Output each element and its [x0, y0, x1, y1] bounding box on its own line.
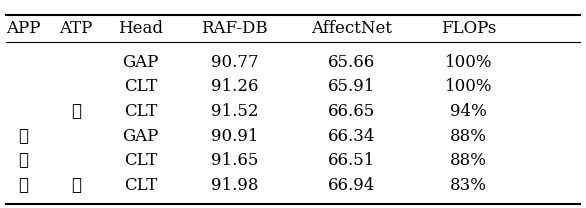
- Text: 94%: 94%: [451, 103, 487, 120]
- Text: ✓: ✓: [18, 128, 29, 145]
- Text: RAF-DB: RAF-DB: [201, 20, 268, 37]
- Text: CLT: CLT: [124, 78, 157, 95]
- Text: 100%: 100%: [445, 54, 493, 71]
- Text: 91.98: 91.98: [210, 177, 258, 194]
- Text: ✓: ✓: [18, 177, 29, 194]
- Text: 100%: 100%: [445, 78, 493, 95]
- Text: 66.65: 66.65: [328, 103, 375, 120]
- Text: ✓: ✓: [71, 103, 81, 120]
- Text: Head: Head: [118, 20, 163, 37]
- Text: 88%: 88%: [451, 152, 487, 169]
- Text: 66.94: 66.94: [328, 177, 375, 194]
- Text: 91.65: 91.65: [211, 152, 258, 169]
- Text: APP: APP: [6, 20, 40, 37]
- Text: 66.51: 66.51: [328, 152, 375, 169]
- Text: 65.66: 65.66: [328, 54, 375, 71]
- Text: 91.26: 91.26: [210, 78, 258, 95]
- Text: CLT: CLT: [124, 152, 157, 169]
- Text: GAP: GAP: [122, 128, 159, 145]
- Text: 90.77: 90.77: [210, 54, 258, 71]
- Text: 66.34: 66.34: [328, 128, 376, 145]
- Text: ✓: ✓: [18, 152, 29, 169]
- Text: FLOPs: FLOPs: [441, 20, 496, 37]
- Text: ATP: ATP: [60, 20, 93, 37]
- Text: 88%: 88%: [451, 128, 487, 145]
- Text: ✓: ✓: [71, 177, 81, 194]
- Text: AffectNet: AffectNet: [311, 20, 392, 37]
- Text: CLT: CLT: [124, 103, 157, 120]
- Text: 83%: 83%: [451, 177, 487, 194]
- Text: GAP: GAP: [122, 54, 159, 71]
- Text: 90.91: 90.91: [210, 128, 258, 145]
- Text: CLT: CLT: [124, 177, 157, 194]
- Text: 65.91: 65.91: [328, 78, 375, 95]
- Text: 91.52: 91.52: [210, 103, 258, 120]
